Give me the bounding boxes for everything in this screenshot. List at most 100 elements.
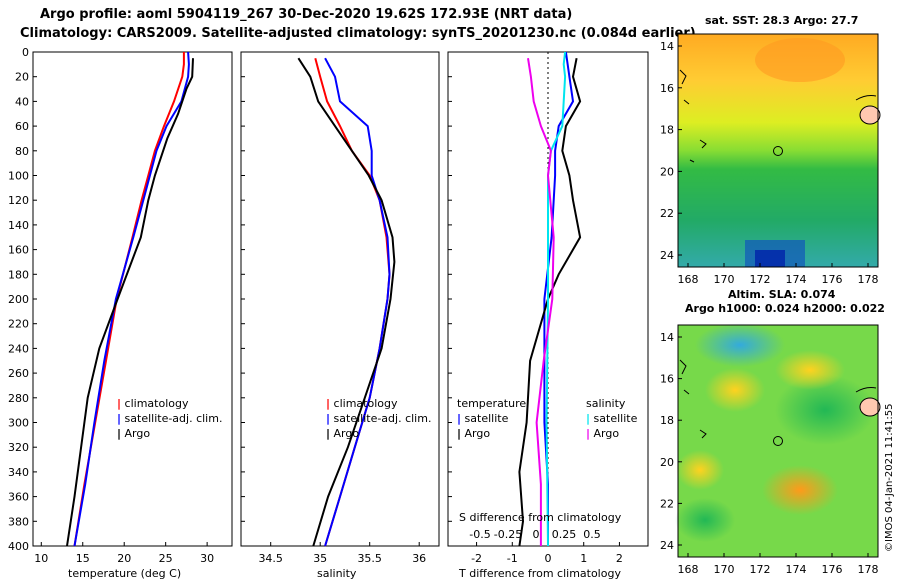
x-tick-label: 36 [412,552,426,565]
difference-legend-temperature: temperature | satellite | Argo [457,396,526,441]
legend-item-temp-argo: | Argo [457,427,491,440]
lon-tick-label: 178 [858,273,879,286]
series-line-temperature-argo [518,58,582,547]
x-tick-label: 2 [616,552,623,565]
lon-tick-label: 170 [714,273,735,286]
series-line-argo [66,58,194,547]
lat-tick-label: -20 [660,456,674,469]
series-line-salinity-argo [527,58,555,546]
sst-map-frame [677,33,879,268]
depth-tick-label: 220 [8,318,29,331]
legend-title-temperature: temperature [457,397,527,410]
lon-tick-label: 170 [714,563,735,576]
x-tick-label: 25 [159,552,173,565]
salinity-legend: | climatology | satellite-adj. clim. | A… [326,396,431,441]
x-tick-label: -1 [507,552,518,565]
top-tick-label: 0.25 [552,528,577,541]
coastline [679,69,707,163]
depth-tick-label: 80 [15,145,29,158]
top-tick-label: -0.25 [494,528,522,541]
x-tick-label: 35.5 [357,552,382,565]
depth-tick-label: 300 [8,417,29,430]
legend-item-argo: | Argo [117,427,151,440]
depth-tick-label: 0 [22,46,29,59]
lat-tick-label: -16 [660,82,674,95]
legend-item-satellite-adj: | satellite-adj. clim. [117,412,223,425]
figure-title-line1: Argo profile: aoml 5904119_267 30-Dec-20… [40,7,573,22]
lon-tick-label: 168 [678,273,699,286]
sst-map [677,33,881,268]
temperature-panel: 10 15 20 25 30 [32,51,233,565]
salinity-xlabel: salinity [317,567,357,580]
x-tick-label: 30 [200,552,214,565]
difference-panel: -2 -1 0 1 2-0.5 -0.25 0 0.25 0.5 [447,51,649,565]
depth-tick-label: 360 [8,491,29,504]
imos-timestamp: ©IMOS 04-Jan-2021 11:41:55 [884,403,895,552]
series-line-temperature-satellite [543,51,575,546]
depth-tick-label: 280 [8,392,29,405]
top-tick-label: 0.5 [583,528,601,541]
legend-item-sal-argo: | Argo [586,427,620,440]
sla-map [675,323,881,558]
series-line-climatology [314,57,391,547]
legend-title-salinity: salinity [586,397,626,410]
float-marker [773,436,783,446]
legend-item-sal-satellite: | satellite [586,412,638,425]
depth-tick-label: 240 [8,342,29,355]
sla-map-frame [677,324,879,558]
series-line-argo [297,57,396,547]
sla-blob [775,350,845,390]
island [859,397,881,417]
lat-tick-label: -24 [660,249,674,262]
legend-item-argo: | Argo [326,427,360,440]
difference-xlabel-top: S difference from climatology [459,511,622,524]
depth-tick-label: 20 [15,71,29,84]
x-tick-label: 35 [313,552,327,565]
island [859,105,881,125]
lon-tick-label: 172 [750,273,771,286]
sla-blob [695,323,785,367]
depth-tick-label: 40 [15,95,29,108]
salinity-panel: 34.5 35 35.5 36 [240,51,440,565]
sla-blob [775,375,875,445]
x-tick-label: 15 [76,552,90,565]
lon-tick-label: 176 [822,563,843,576]
lat-tick-label: -14 [660,331,674,344]
x-tick-label: 0 [545,552,552,565]
float-marker [773,146,783,156]
depth-tick-label: 200 [8,293,29,306]
lat-tick-label: -22 [660,207,674,220]
depth-tick-label: 260 [8,367,29,380]
difference-legend-salinity: salinity | satellite | Argo [586,396,637,441]
x-tick-label: 34.5 [258,552,283,565]
depth-tick-label: 400 [8,540,29,553]
depth-tick-label: 340 [8,466,29,479]
sst-patch [755,250,785,267]
sla-map-title-2: Argo h1000: 0.024 h2000: 0.022 [685,302,885,315]
maps: -14 -16 -18 -20 -22 -24 168 170 172 174 176 178 -14 -… [660,33,881,576]
lon-tick-label: 168 [678,563,699,576]
depth-tick-label: 160 [8,244,29,257]
lat-tick-label: -20 [660,165,674,178]
lon-tick-label: 176 [822,273,843,286]
sla-map-title-1: Altim. SLA: 0.074 [728,288,836,301]
coastline [855,95,877,101]
temperature-xlabel: temperature (deg C) [68,567,182,580]
depth-tick-label: 120 [8,194,29,207]
depth-tick-label: 140 [8,219,29,232]
difference-xlabel: T difference from climatology [459,567,621,580]
lon-tick-label: 178 [858,563,879,576]
sst-map-title: sat. SST: 28.3 Argo: 27.7 [705,14,859,27]
lat-tick-label: -16 [660,373,674,386]
depth-tick-label: 60 [15,120,29,133]
legend-item-satellite-adj: | satellite-adj. clim. [326,412,432,425]
legend-item-temp-satellite: | satellite [457,412,509,425]
top-tick-label: 0 [533,528,540,541]
x-tick-label: 1 [580,552,587,565]
temperature-legend: | climatology | satellite-adj. clim. | A… [117,396,222,441]
x-tick-label: 10 [34,552,48,565]
x-tick-label: 20 [117,552,131,565]
lon-tick-label: 172 [750,563,771,576]
depth-tick-label: 100 [8,170,29,183]
lon-tick-label: 174 [786,563,807,576]
